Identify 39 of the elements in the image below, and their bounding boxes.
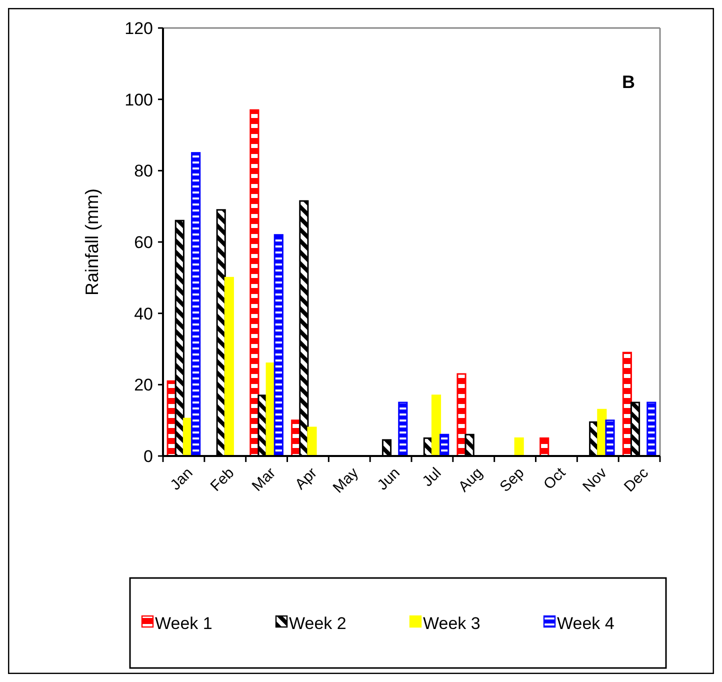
y-axis-title: Rainfall (mm)	[82, 188, 102, 296]
y-tick-label: 120	[124, 18, 153, 38]
x-tick-label: Nov	[580, 464, 611, 496]
annotation: B	[622, 72, 635, 92]
x-tick-label: May	[330, 464, 362, 497]
legend-label: Week 4	[557, 614, 614, 633]
y-tick-label: 60	[134, 232, 153, 252]
y-tick-label: 40	[134, 304, 153, 324]
y-tick-label: 0	[144, 446, 153, 466]
bar	[605, 420, 615, 457]
bar	[307, 426, 317, 457]
x-tick-label: Sep	[496, 464, 528, 496]
bar	[431, 394, 442, 457]
legend-label: Week 3	[423, 614, 480, 633]
y-tick-label: 20	[134, 376, 153, 395]
x-tick-label: Jul	[419, 464, 445, 490]
y-tick-label: 80	[134, 162, 153, 181]
legend-label: Week 1	[155, 614, 212, 633]
bar	[514, 437, 524, 457]
x-tick-label: Mar	[248, 464, 280, 495]
bar	[440, 434, 450, 457]
x-tick-label: Apr	[292, 464, 320, 494]
x-tick-label: Oct	[540, 464, 570, 494]
bar	[622, 352, 632, 457]
bar	[191, 152, 201, 457]
bar	[540, 437, 550, 457]
x-tick-label: Jun	[374, 464, 404, 494]
bar	[250, 109, 260, 457]
bar	[646, 402, 656, 457]
bar	[456, 373, 466, 457]
x-tick-label: Feb	[207, 464, 238, 495]
bar	[398, 402, 408, 457]
x-tick-label: Dec	[620, 464, 652, 496]
x-tick-label: Jan	[167, 464, 196, 494]
legend-label: Week 2	[289, 614, 346, 633]
bar	[274, 234, 284, 457]
x-tick-label: Aug	[455, 464, 486, 496]
bar	[224, 276, 234, 457]
y-tick-label: 100	[124, 90, 153, 110]
